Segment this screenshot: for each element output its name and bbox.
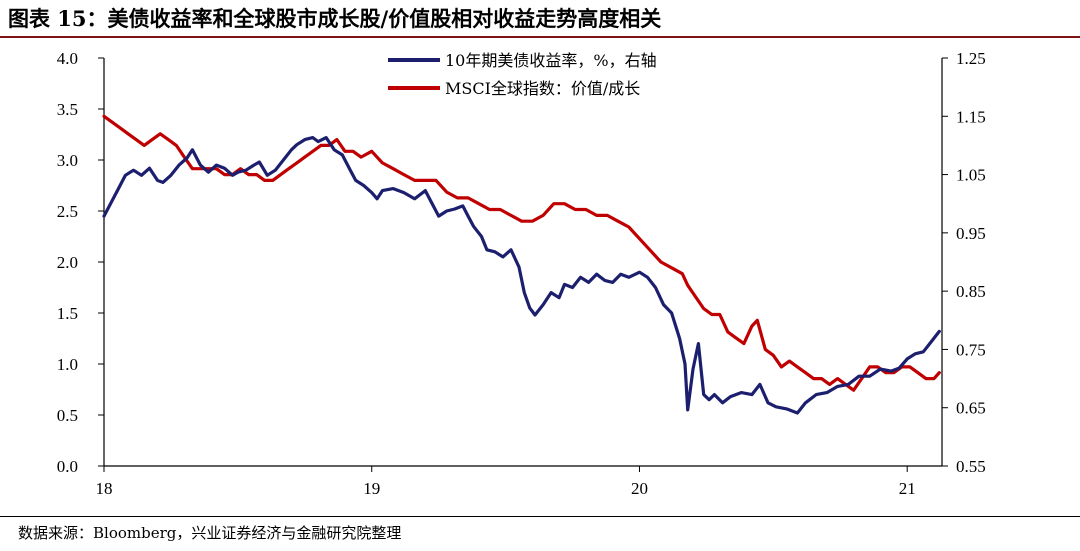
left-tick-label: 3.5 — [57, 100, 78, 119]
title-rule — [0, 36, 1080, 38]
left-tick-label: 2.5 — [57, 202, 78, 221]
legend: 10年期美债收益率，%，右轴 MSCI全球指数：价值/成长 — [388, 51, 657, 98]
right-tick-label: 0.75 — [956, 340, 986, 359]
x-tick-label: 19 — [363, 479, 380, 498]
series-lines — [102, 114, 941, 415]
source-rule — [0, 516, 1080, 517]
right-tick-label: 0.95 — [956, 224, 986, 243]
right-tick-label: 1.15 — [956, 107, 986, 126]
x-tick-label: 20 — [631, 479, 648, 498]
series-line-msci-value-growth — [102, 114, 941, 392]
right-tick-label: 0.65 — [956, 399, 986, 418]
left-tick-label: 3.0 — [57, 151, 78, 170]
chart-title: 图表 15：美债收益率和全球股市成长股/价值股相对收益走势高度相关 — [8, 6, 662, 31]
right-tick-label: 0.55 — [956, 457, 986, 476]
legend-label: 10年期美债收益率，%，右轴 — [445, 51, 657, 70]
right-tick-label: 0.85 — [956, 282, 986, 301]
legend-label: MSCI全球指数：价值/成长 — [445, 79, 640, 98]
left-tick-label: 1.5 — [57, 304, 78, 323]
left-tick-label: 0.5 — [57, 406, 78, 425]
x-tick-label: 21 — [899, 479, 916, 498]
chart-area: 0.0 0.5 1.0 1.5 2.0 2.5 3.0 3.5 4.0 0.55 0.65 0.75 0… — [57, 49, 986, 498]
left-tick-label: 0.0 — [57, 457, 78, 476]
left-tick-label: 4.0 — [57, 49, 78, 68]
source-note: 数据来源：Bloomberg，兴业证券经济与金融研究院整理 — [18, 524, 402, 542]
right-tick-label: 1.25 — [956, 49, 986, 68]
left-tick-label: 1.0 — [57, 355, 78, 374]
axes: 0.0 0.5 1.0 1.5 2.0 2.5 3.0 3.5 4.0 0.55 0.65 0.75 0… — [57, 49, 986, 498]
series-line-treasury-yield — [102, 136, 941, 415]
x-tick-label: 18 — [96, 479, 113, 498]
left-tick-label: 2.0 — [57, 253, 78, 272]
right-tick-label: 1.05 — [956, 166, 986, 185]
